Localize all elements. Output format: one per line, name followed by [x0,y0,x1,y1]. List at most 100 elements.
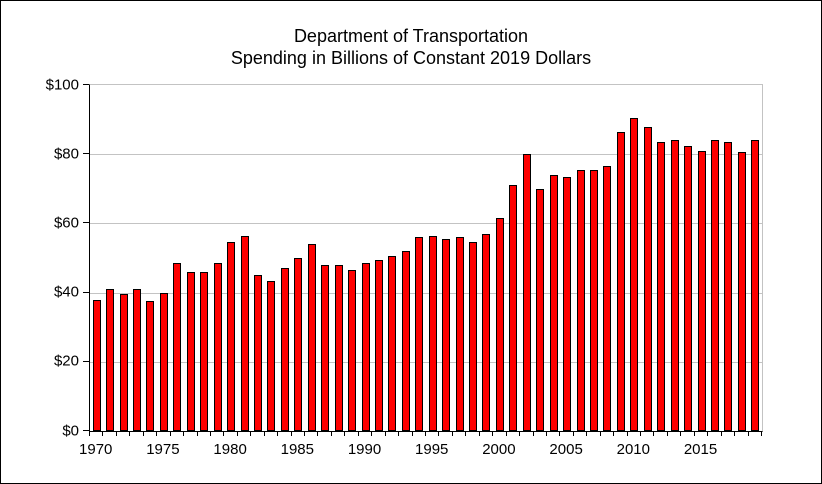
x-axis-label-1995: 1995 [415,441,449,458]
bar-2017 [724,142,733,431]
bar-1997 [455,237,464,431]
bar-1980 [227,242,236,431]
bar-1983 [267,280,276,431]
bar-2009 [616,131,625,431]
y-axis-label-60: $60 [53,214,79,232]
bar-2008 [603,166,612,431]
x-axis-tick [559,431,561,436]
x-axis-tick [250,431,252,436]
bar-1974 [146,301,155,431]
bar-1970 [92,299,101,431]
y-axis-label-40: $40 [53,283,79,301]
gridline-60 [90,223,762,225]
bar-1999 [482,233,491,431]
bar-2016 [710,140,719,431]
x-axis-tick [545,431,547,436]
x-axis-tick [586,431,588,436]
bar-2006 [576,169,585,431]
x-axis-tick [129,431,131,436]
x-axis-label-2010: 2010 [616,441,650,458]
gridline-40 [90,292,762,294]
x-axis-label-1990: 1990 [347,441,382,458]
bar-1976 [173,263,182,431]
x-axis-tick [183,431,185,436]
x-axis-tick [398,431,400,436]
bar-2002 [522,154,531,431]
x-axis-tick [384,431,386,436]
bar-2010 [630,117,639,431]
x-axis-tick [304,431,306,436]
bar-2014 [684,145,693,431]
y-axis-tick [83,153,89,155]
x-axis-tick [747,431,749,436]
bar-1989 [348,270,357,431]
x-axis-tick [680,431,682,436]
bar-1973 [133,289,142,431]
bar-1988 [334,264,343,431]
bar-1990 [361,263,370,431]
x-axis-tick [425,431,426,436]
y-axis-tick [83,84,89,85]
x-axis-tick [492,431,494,436]
y-axis-label-20: $20 [53,352,79,370]
x-axis-tick [196,431,198,436]
bar-2015 [697,150,706,431]
x-axis-tick [209,431,211,436]
x-axis-tick [572,431,574,436]
bar-1985 [294,258,303,431]
y-axis-tick [83,222,89,224]
x-axis-label-1970: 1970 [79,441,113,458]
x-axis-tick [156,431,158,436]
x-axis-tick [142,431,144,436]
x-axis-tick [613,431,615,436]
bar-1987 [321,264,330,431]
x-axis-tick [626,431,628,436]
y-axis-label-80: $80 [53,145,79,163]
gridline-80 [90,154,762,156]
x-axis-tick [223,431,225,436]
x-axis-tick [720,431,722,436]
bar-2012 [657,142,666,431]
y-axis-tick [83,430,89,431]
bar-1982 [254,275,262,431]
bar-1993 [401,251,410,431]
gridline-20 [90,361,762,363]
x-axis-label-2005: 2005 [549,441,583,458]
x-axis-tick [666,431,668,436]
x-axis-tick [505,431,507,436]
x-axis-tick [330,431,332,436]
bar-2003 [536,188,545,431]
x-axis-tick [371,431,373,436]
x-axis-tick [693,431,695,436]
y-axis-tick [83,291,89,293]
y-axis-label-100: $100 [45,76,79,93]
y-axis-tick [83,360,89,362]
chart-title: Department of Transportation Spending in… [1,25,821,69]
x-axis-tick [653,431,655,436]
bar-1986 [307,244,316,431]
x-axis-tick [465,431,467,436]
bar-2007 [590,169,598,431]
plot-area [89,84,763,432]
x-axis-tick [734,431,736,436]
bar-2011 [643,126,652,431]
x-axis-tick [478,431,480,436]
bar-1981 [240,235,249,431]
x-axis-tick [599,431,601,436]
bar-2013 [670,140,679,431]
x-axis-tick [640,431,642,436]
bar-1972 [119,294,128,431]
bar-1984 [280,268,289,431]
x-axis-tick [438,431,440,436]
y-axis-label-0: $0 [62,422,79,439]
x-axis-tick [411,431,413,436]
x-axis-tick [357,431,359,436]
x-axis-tick [169,431,171,436]
x-axis-label-1985: 1985 [280,441,314,458]
x-axis-label-2015: 2015 [683,441,718,458]
bar-1996 [442,238,451,431]
x-axis-tick [707,431,709,436]
bar-1979 [213,263,222,431]
x-axis-tick [115,431,117,436]
x-axis-tick [317,431,319,436]
